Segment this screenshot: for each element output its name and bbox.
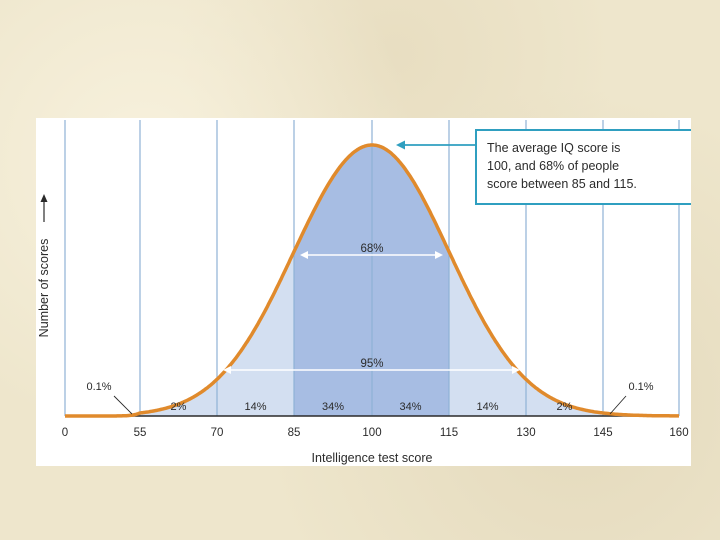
range-label-68: 68% — [360, 243, 383, 255]
x-tick-label-100: 100 — [362, 427, 381, 439]
annotation-line-2: 100, and 68% of people — [487, 159, 619, 173]
tail-label-right: 0.1% — [628, 381, 653, 393]
x-tick-label-55: 55 — [134, 427, 147, 439]
segment-label-2: 34% — [322, 401, 344, 413]
range-arrow-95-head-right — [512, 366, 520, 374]
y-axis-title: Number of scores — [37, 239, 51, 338]
x-tick-label-130: 130 — [516, 427, 535, 439]
tail-leader-left — [113, 395, 133, 415]
annotation-line-1: The average IQ score is — [487, 141, 620, 155]
y-axis-arrow-head — [40, 194, 48, 202]
bell-curve-line — [63, 143, 680, 418]
range-arrow-68-head-right — [435, 251, 443, 259]
iq-distribution-chart: 0 55 70 85 100 115 130 145 160 Intelligence test … — [37, 120, 691, 465]
x-tick-label-145: 145 — [593, 427, 612, 439]
range-label-95: 95% — [360, 358, 383, 370]
annotation-box — [475, 129, 691, 205]
chart-panel: 0 55 70 85 100 115 130 145 160 Intelligence test … — [36, 118, 691, 466]
segment-label-5: 2% — [557, 401, 573, 413]
tail-leader-right — [609, 395, 627, 415]
range-arrow-95-head-left — [223, 366, 231, 374]
x-tick-label-160: 160 — [669, 427, 688, 439]
x-tick-label-0: 0 — [62, 427, 68, 439]
tail-label-left: 0.1% — [86, 381, 111, 393]
x-tick-label-115: 115 — [440, 427, 458, 439]
annotation-line-3: score between 85 and 115. — [487, 177, 637, 191]
annotation-pointer-head — [396, 140, 405, 150]
segment-label-4: 14% — [476, 401, 498, 413]
range-arrow-68-head-left — [300, 251, 308, 259]
x-axis-title: Intelligence test score — [312, 451, 433, 465]
x-tick-label-85: 85 — [288, 427, 301, 439]
segment-label-1: 14% — [244, 401, 266, 413]
segment-label-3: 34% — [399, 401, 421, 413]
x-tick-label-70: 70 — [211, 427, 224, 439]
segment-label-0: 2% — [171, 401, 187, 413]
